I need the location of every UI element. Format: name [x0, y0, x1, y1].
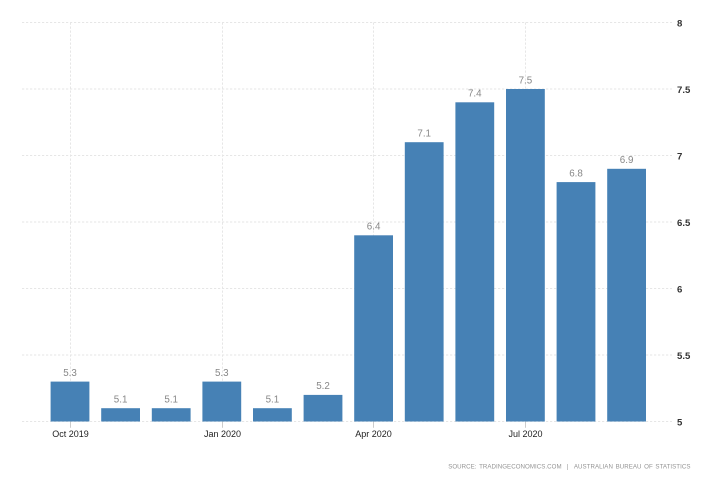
svg-text:5.2: 5.2 — [316, 381, 330, 392]
svg-text:7.5: 7.5 — [677, 85, 691, 96]
svg-text:Oct 2019: Oct 2019 — [52, 429, 89, 439]
svg-text:SOURCE: TRADINGECONOMICS.COM: SOURCE: TRADINGECONOMICS.COM | AUSTRALIA… — [448, 463, 690, 470]
svg-text:5.1: 5.1 — [164, 395, 178, 406]
svg-text:7.1: 7.1 — [417, 129, 431, 140]
svg-text:6.9: 6.9 — [620, 155, 634, 166]
svg-text:5.3: 5.3 — [63, 368, 77, 379]
svg-text:7: 7 — [677, 152, 682, 163]
svg-text:7.4: 7.4 — [468, 89, 482, 100]
svg-text:Apr 2020: Apr 2020 — [355, 429, 392, 439]
svg-text:6.8: 6.8 — [569, 168, 583, 179]
svg-text:Jul 2020: Jul 2020 — [508, 429, 542, 439]
svg-text:5.1: 5.1 — [266, 395, 280, 406]
svg-text:6: 6 — [677, 285, 682, 296]
svg-text:Jan 2020: Jan 2020 — [204, 429, 241, 439]
svg-text:6.4: 6.4 — [367, 222, 381, 233]
svg-text:7.5: 7.5 — [519, 75, 533, 86]
svg-text:8: 8 — [677, 19, 683, 30]
svg-text:5.5: 5.5 — [677, 351, 691, 362]
svg-text:5.1: 5.1 — [114, 395, 128, 406]
svg-text:5: 5 — [677, 418, 683, 429]
svg-text:5.3: 5.3 — [215, 368, 229, 379]
svg-text:6.5: 6.5 — [677, 218, 691, 229]
